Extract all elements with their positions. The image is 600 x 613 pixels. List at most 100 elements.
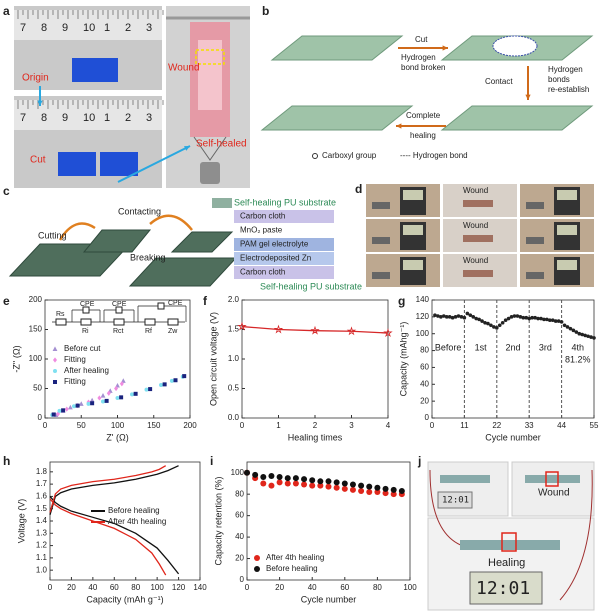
layer-label: PAM gel electrolyte [240, 240, 309, 249]
resistor [144, 318, 156, 326]
marker [346, 326, 357, 336]
y-tick-label: 0 [425, 413, 430, 422]
healing-label: Healing [488, 557, 525, 569]
panel-label: e [3, 294, 10, 308]
arrow-head [184, 146, 190, 151]
y-tick-label: 1.4 [36, 516, 48, 525]
annotation: 2nd [505, 342, 520, 352]
marker [390, 486, 397, 493]
x-tick-label: 44 [557, 421, 566, 430]
marker [349, 486, 356, 493]
marker [97, 395, 102, 401]
marker [51, 412, 56, 417]
plot-frame [241, 299, 389, 419]
text: Hydrogen [401, 53, 436, 62]
marker [317, 478, 324, 485]
text: Contact [485, 77, 513, 86]
x-tick-label: 100 [150, 583, 164, 592]
marker [436, 314, 440, 318]
layer [234, 238, 334, 251]
x-tick-label: 2 [313, 421, 318, 430]
ruler-number: 3 [146, 22, 152, 34]
arrow-head [525, 94, 531, 100]
x-tick-label: 0 [240, 421, 245, 430]
text: Cut [415, 35, 428, 44]
marker [144, 387, 149, 392]
wound-box [501, 532, 517, 552]
electrode [526, 272, 544, 279]
legend-text: After 4th healing [108, 517, 166, 526]
panel-label: h [3, 454, 10, 468]
marker [398, 487, 405, 494]
annotation: 1st [475, 342, 488, 352]
y-axis-label: -Z'' (Ω) [11, 345, 21, 372]
marker [495, 326, 499, 330]
marker [492, 325, 496, 329]
marker [518, 315, 523, 319]
legend-text: Before healing [108, 506, 160, 515]
legend-text: ---- Hydrogen bond [400, 151, 468, 160]
panel-label: a [3, 4, 10, 18]
marker [78, 401, 84, 406]
marker [483, 320, 487, 325]
film [270, 35, 404, 61]
marker [349, 481, 356, 488]
y-tick-label: 2.0 [228, 295, 240, 304]
y-tick-label: 20 [420, 396, 429, 405]
ruler-number: 7 [20, 112, 26, 124]
marker [477, 317, 481, 322]
text: bond broken [401, 63, 445, 72]
display-text: 12:01 [442, 496, 469, 506]
y-tick-label: 0.5 [228, 384, 240, 393]
marker [453, 315, 458, 319]
annotation: Before [435, 342, 462, 352]
electrode [463, 270, 493, 277]
panel-label: b [262, 4, 269, 18]
marker [301, 476, 308, 483]
circuit-label: Rs [56, 311, 65, 318]
electrode [372, 272, 390, 279]
marker [90, 401, 95, 406]
marker [284, 480, 291, 487]
x-tick-label: 40 [308, 583, 317, 592]
marker [521, 315, 526, 320]
text: re-establish [548, 85, 589, 94]
marker [530, 315, 534, 320]
marker [268, 472, 275, 479]
layer-label: Self-healing PU substrate [234, 197, 336, 207]
circuit-label: CPE [168, 300, 183, 307]
layer [234, 252, 334, 265]
arrow-head [396, 123, 402, 129]
legend-text: After 4th healing [266, 553, 324, 562]
marker [374, 484, 381, 491]
marker [374, 489, 381, 496]
ruler-number: 7 [20, 22, 26, 34]
y-tick-label: 1.2 [36, 541, 48, 550]
y-tick-label: 1.8 [36, 467, 48, 476]
marker [489, 323, 493, 328]
marker [273, 324, 284, 334]
marker [101, 399, 105, 404]
marker [72, 404, 76, 409]
y-tick-label: 40 [235, 532, 244, 541]
label-cut: Cut [30, 155, 46, 166]
layer [234, 266, 334, 279]
plot-frame [431, 299, 595, 419]
annotation: 81.2% [565, 354, 591, 364]
marker [309, 482, 316, 489]
layer-label: Carbon cloth [240, 268, 285, 277]
ruler-number: 9 [62, 112, 68, 124]
device-core [198, 40, 222, 110]
y-tick-label: 0.0 [228, 413, 240, 422]
wound-label: Wound [538, 488, 570, 499]
marker [480, 319, 484, 323]
marker [583, 333, 587, 338]
x-tick-label: 50 [77, 421, 86, 430]
text: Breaking [130, 252, 166, 262]
x-tick-label: 3 [349, 421, 354, 430]
marker [89, 397, 95, 403]
label-origin: Origin [22, 73, 49, 84]
wound-label: Wound [463, 221, 488, 230]
marker [500, 320, 505, 325]
